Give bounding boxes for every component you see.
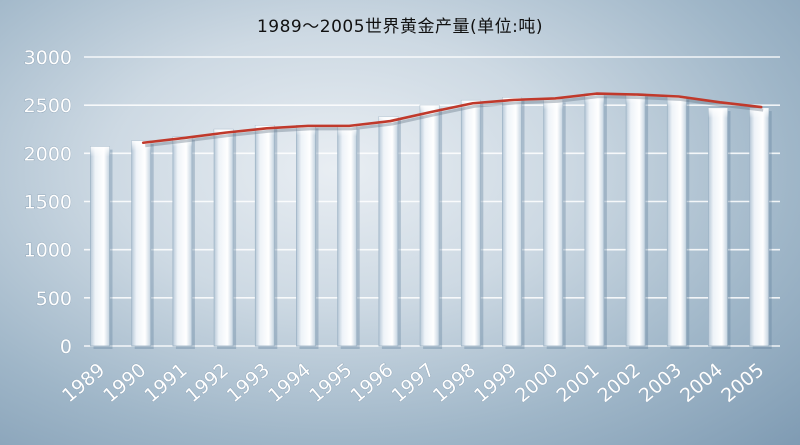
x-tick-label: 2003: [635, 359, 686, 407]
x-tick-label: 1993: [223, 359, 274, 407]
x-tick-label: 2004: [676, 359, 727, 407]
y-tick-label: 1000: [24, 240, 72, 262]
x-tick-label: 1989: [58, 359, 109, 407]
x-tick-label: 1992: [182, 359, 233, 407]
bar: [172, 136, 195, 349]
x-tick-label: 1999: [470, 359, 521, 407]
x-tick-label: 2000: [511, 359, 562, 407]
bar: [337, 125, 360, 349]
bar: [543, 98, 566, 350]
x-tick-label: 2002: [594, 359, 645, 407]
y-tick-label: 2000: [24, 143, 72, 165]
bar: [749, 107, 772, 349]
bar: [460, 99, 484, 349]
x-tick-label: 1994: [264, 359, 315, 407]
bar: [708, 107, 731, 349]
bar: [254, 124, 278, 349]
x-tick-label: 1990: [99, 359, 150, 407]
x-tick-label: 2005: [717, 359, 768, 407]
y-tick-label: 0: [60, 336, 72, 358]
x-tick-label: 1991: [140, 359, 191, 407]
bar: [625, 93, 649, 350]
bar: [90, 146, 113, 349]
bar: [666, 96, 690, 349]
bar: [502, 97, 525, 350]
x-tick-label: 1998: [429, 359, 480, 407]
bar: [213, 128, 237, 349]
bar: [296, 124, 319, 349]
y-tick-label: 3000: [24, 47, 72, 69]
trend-line: [141, 92, 763, 145]
bar: [131, 140, 154, 349]
y-tick-label: 500: [36, 288, 72, 310]
chart-title: 1989～2005世界黄金产量(单位:吨): [256, 17, 544, 37]
y-tick-label: 1500: [24, 192, 72, 214]
y-tick-label: 2500: [24, 95, 72, 117]
x-tick-label: 1996: [346, 359, 397, 407]
x-tick-label: 1995: [305, 359, 356, 407]
bar: [419, 104, 443, 350]
x-tick-label: 2001: [552, 359, 603, 407]
x-tick-label: 1997: [388, 359, 439, 407]
bar: [584, 93, 607, 350]
bar: [378, 116, 401, 349]
trend-line-shadow: [145, 95, 764, 148]
